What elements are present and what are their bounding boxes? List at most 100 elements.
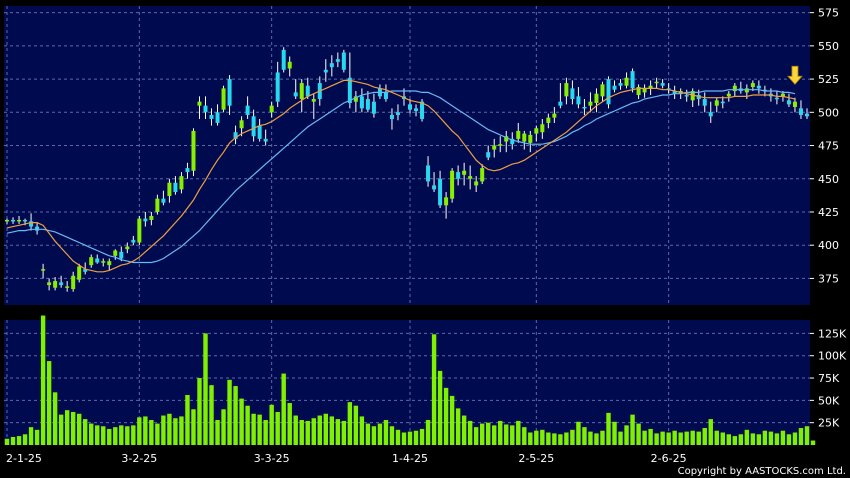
volume-bar bbox=[275, 411, 280, 445]
volume-bar bbox=[70, 411, 76, 445]
candle-up bbox=[600, 84, 605, 97]
candle-down bbox=[570, 88, 575, 100]
volume-bar bbox=[185, 395, 190, 445]
volume-bar bbox=[293, 415, 298, 445]
volume-bar bbox=[473, 427, 479, 445]
candle-down bbox=[414, 108, 419, 111]
volume-bar bbox=[612, 421, 617, 445]
candle-up bbox=[642, 88, 647, 93]
candle-down bbox=[576, 96, 581, 105]
volume-bar bbox=[161, 415, 166, 445]
volume-bar bbox=[407, 431, 413, 445]
candle-down bbox=[347, 77, 352, 104]
candle-down bbox=[83, 269, 88, 272]
candle-up bbox=[504, 136, 509, 142]
price-tick-label: 425 bbox=[818, 206, 839, 219]
candle-down bbox=[257, 125, 262, 139]
volume-bar bbox=[768, 431, 774, 445]
volume-bar bbox=[95, 425, 100, 445]
volume-bar bbox=[269, 404, 274, 445]
volume-bar bbox=[606, 412, 611, 445]
candle-down bbox=[323, 69, 328, 73]
volume-bar bbox=[780, 430, 786, 445]
volume-bar bbox=[516, 420, 521, 445]
volume-bar bbox=[101, 426, 106, 445]
volume-bar bbox=[125, 426, 130, 445]
volume-bar bbox=[353, 405, 359, 445]
volume-bar bbox=[191, 409, 196, 445]
volume-bar bbox=[774, 433, 780, 445]
volume-bar bbox=[82, 419, 88, 445]
candle-up bbox=[690, 91, 695, 101]
volume-bar bbox=[485, 422, 491, 445]
volume-bar bbox=[744, 429, 750, 445]
volume-bar bbox=[16, 436, 22, 445]
volume-bar bbox=[197, 378, 202, 445]
volume-bar bbox=[137, 417, 142, 445]
candle-down bbox=[11, 219, 16, 222]
moving-average-slow-line bbox=[6, 89, 796, 264]
candle-down bbox=[612, 85, 617, 90]
volume-bar bbox=[131, 425, 136, 445]
candle-down bbox=[359, 96, 364, 109]
candle-up bbox=[299, 83, 304, 100]
candle-down bbox=[672, 91, 677, 94]
volume-bar bbox=[239, 398, 244, 445]
volume-bar bbox=[431, 334, 437, 445]
candle-up bbox=[167, 182, 172, 197]
price-tick-label: 450 bbox=[818, 173, 839, 186]
volume-bar bbox=[726, 434, 732, 445]
volume-bar bbox=[690, 430, 695, 445]
candle-down bbox=[161, 198, 166, 203]
candle-up bbox=[636, 87, 641, 96]
price-tick-label: 375 bbox=[818, 272, 839, 285]
volume-bar bbox=[720, 432, 725, 445]
candle-up bbox=[714, 100, 719, 106]
candle-down bbox=[209, 114, 214, 119]
candle-up bbox=[516, 130, 521, 139]
volume-bar bbox=[22, 434, 28, 445]
volume-bar bbox=[76, 413, 82, 445]
volume-bar bbox=[564, 432, 569, 445]
candle-up bbox=[17, 219, 22, 222]
candle-down bbox=[293, 92, 298, 97]
volume-bar bbox=[221, 409, 226, 445]
candle-down bbox=[486, 152, 491, 158]
volume-bar bbox=[510, 425, 515, 445]
volume-bar bbox=[624, 425, 629, 445]
volume-bar bbox=[347, 402, 353, 445]
candle-up bbox=[540, 124, 545, 133]
volume-bar bbox=[678, 432, 683, 445]
moving-average-fast-line bbox=[6, 79, 796, 273]
candle-up bbox=[528, 134, 533, 143]
volume-bar bbox=[167, 413, 172, 445]
candle-down bbox=[119, 251, 124, 259]
candle-down bbox=[786, 100, 791, 105]
volume-bar bbox=[672, 430, 677, 445]
volume-bar bbox=[708, 419, 713, 445]
candle-down bbox=[143, 218, 148, 222]
candle-down bbox=[798, 108, 803, 115]
volume-bar bbox=[245, 405, 250, 445]
volume-bar bbox=[34, 429, 40, 445]
volume-bar bbox=[40, 315, 46, 445]
candle-down bbox=[305, 85, 310, 97]
candle-down bbox=[281, 49, 286, 70]
candle-down bbox=[774, 97, 779, 100]
candle-up bbox=[149, 215, 154, 220]
volume-bar bbox=[58, 414, 64, 445]
volume-bar bbox=[714, 430, 719, 445]
volume-bar bbox=[323, 413, 329, 445]
candle-up bbox=[71, 275, 76, 290]
volume-bar bbox=[810, 440, 816, 445]
volume-bar bbox=[666, 432, 671, 445]
volume-bar bbox=[89, 423, 94, 445]
volume-bar bbox=[173, 418, 178, 445]
candle-down bbox=[335, 59, 340, 62]
candle-up bbox=[780, 93, 785, 97]
candle-up bbox=[732, 85, 737, 92]
candle-up bbox=[89, 257, 94, 266]
candle-down bbox=[227, 79, 232, 106]
candle-down bbox=[395, 112, 400, 115]
candle-up bbox=[77, 266, 82, 280]
